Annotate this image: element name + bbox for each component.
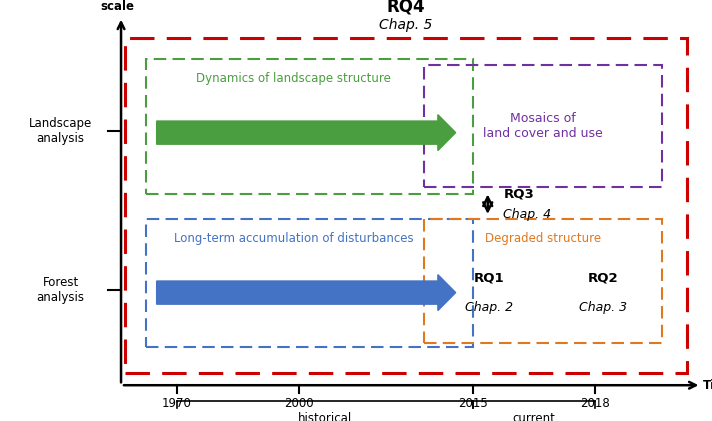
Text: Landscape
analysis: Landscape analysis [29, 117, 92, 144]
Bar [125, 38, 687, 373]
Text: Chap. 3: Chap. 3 [580, 301, 627, 314]
Text: Spatial
scale: Spatial scale [94, 0, 141, 13]
Text: RQ3: RQ3 [503, 187, 534, 200]
Text: 2015: 2015 [459, 397, 488, 410]
Bar [424, 65, 662, 187]
FancyArrow shape [157, 274, 456, 311]
Text: RQ2: RQ2 [588, 272, 619, 284]
Text: 2000: 2000 [284, 397, 314, 410]
Text: Timelin: Timelin [703, 379, 712, 392]
Text: Chap. 2: Chap. 2 [466, 301, 513, 314]
Text: Chap. 5: Chap. 5 [379, 18, 432, 32]
Text: Forest
analysis: Forest analysis [36, 277, 85, 304]
Bar [146, 219, 473, 347]
Text: RQ1: RQ1 [474, 272, 505, 284]
Bar [146, 59, 473, 194]
FancyArrow shape [157, 115, 456, 151]
Bar [424, 219, 662, 343]
Text: RQ4: RQ4 [387, 0, 425, 15]
Text: 2018: 2018 [580, 397, 609, 410]
Text: Long-term accumulation of disturbances: Long-term accumulation of disturbances [174, 232, 413, 245]
Text: 1970: 1970 [162, 397, 192, 410]
Text: Mosaics of
land cover and use: Mosaics of land cover and use [483, 112, 603, 140]
Text: current: current [513, 412, 555, 421]
Text: Chap. 4: Chap. 4 [503, 208, 552, 221]
Text: historical: historical [298, 412, 352, 421]
Text: Degraded structure: Degraded structure [485, 232, 601, 245]
Text: Dynamics of landscape structure: Dynamics of landscape structure [196, 72, 391, 85]
